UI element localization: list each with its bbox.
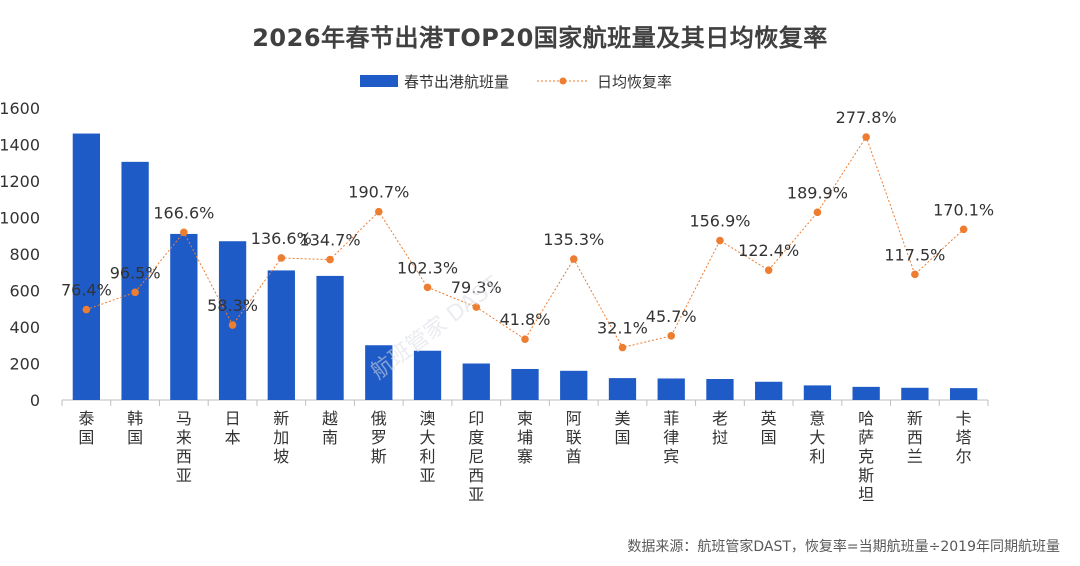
bar-韩国 <box>121 161 149 400</box>
y-tick-label: 200 <box>9 355 40 374</box>
rate-point <box>228 321 237 329</box>
x-tick-label: 澳大利亚 <box>420 409 436 485</box>
rate-point <box>764 266 773 274</box>
y-tick-label: 600 <box>9 282 40 301</box>
rate-point <box>374 207 383 216</box>
rate-point <box>569 255 578 263</box>
rate-data-label: 190.7% <box>348 183 409 202</box>
bar-新西兰 <box>901 387 929 400</box>
rate-data-label: 170.1% <box>933 200 994 219</box>
chart-legend: 春节出港航班量 日均恢复率 <box>360 70 698 92</box>
chart-title: 2026年春节出港TOP20国家航班量及其日均恢复率 <box>252 24 828 52</box>
legend-bar-label: 春节出港航班量 <box>404 72 510 91</box>
rate-data-label: 122.4% <box>738 241 799 260</box>
rate-point <box>959 225 968 234</box>
rate-data-label: 45.7% <box>646 307 697 326</box>
rate-data-label: 277.8% <box>836 108 897 127</box>
rate-data-label: 96.5% <box>110 263 161 282</box>
x-tick-label: 印度尼西亚 <box>468 409 484 504</box>
rate-data-label: 76.4% <box>61 281 112 300</box>
y-tick-label: 800 <box>9 245 40 264</box>
bar-卡塔尔 <box>949 388 978 400</box>
legend-line-label: 日均恢复率 <box>597 72 673 91</box>
legend-item-line: 日均恢复率 <box>535 71 672 92</box>
rate-point <box>521 335 529 343</box>
bar-泰国 <box>72 133 101 401</box>
bar-哈萨克斯坦 <box>852 386 880 400</box>
x-tick-label: 越南 <box>322 409 338 447</box>
bar-阿联酋 <box>560 370 588 400</box>
x-tick-label: 俄罗斯 <box>371 409 387 466</box>
x-tick-label: 英国 <box>761 409 777 447</box>
rate-point <box>618 343 627 352</box>
rate-point <box>862 133 870 141</box>
rate-data-label: 156.9% <box>689 212 750 231</box>
rate-point <box>667 332 676 340</box>
x-tick-label: 马来西亚 <box>176 409 192 485</box>
x-tick-label: 新加坡 <box>273 409 289 466</box>
rate-data-label: 79.3% <box>451 278 502 297</box>
rate-point <box>277 254 286 262</box>
legend-line-swatch <box>537 77 590 85</box>
y-tick-label: 1000 <box>0 209 40 228</box>
rate-point <box>326 255 334 264</box>
y-tick-label: 400 <box>9 318 40 337</box>
bar-俄罗斯 <box>365 345 393 400</box>
rate-data-label: 135.3% <box>543 230 604 249</box>
bar-老挝 <box>706 379 734 400</box>
rate-point <box>813 208 822 217</box>
bar-柬埔寨 <box>511 368 539 400</box>
bar-日本 <box>218 241 247 400</box>
rate-data-label: 134.7% <box>300 231 361 250</box>
x-tick-label: 泰国 <box>78 409 94 447</box>
legend-item-bar: 春节出港航班量 <box>360 71 509 92</box>
y-tick-label: 0 <box>30 391 40 410</box>
bar-意大利 <box>803 385 832 400</box>
x-tick-label: 卡塔尔 <box>956 409 972 466</box>
bar-马来西亚 <box>170 233 198 400</box>
rate-point <box>82 305 91 314</box>
rate-point <box>911 270 919 279</box>
bar-菲律宾 <box>657 378 685 400</box>
y-tick-label: 1200 <box>0 172 40 191</box>
x-tick-label: 日本 <box>225 409 241 447</box>
y-tick-label: 1400 <box>0 136 40 155</box>
bar-美国 <box>608 378 637 400</box>
x-tick-label: 阿联酋 <box>566 409 582 466</box>
x-tick-label: 菲律宾 <box>663 409 679 466</box>
x-tick-label: 新西兰 <box>907 409 923 466</box>
source-footnote: 数据来源：航班管家DAST，恢复率=当期航班量÷2019年同期航班量 <box>627 539 1060 555</box>
legend-bar-swatch <box>360 75 398 87</box>
x-tick-label: 柬埔寨 <box>517 409 533 466</box>
rate-point <box>180 228 188 237</box>
rate-data-label: 58.3% <box>207 296 258 315</box>
bar-英国 <box>755 381 783 400</box>
rate-data-label: 32.1% <box>597 319 648 338</box>
x-tick-label: 意大利 <box>809 409 825 466</box>
y-tick-label: 1600 <box>0 99 40 118</box>
rate-data-label: 166.6% <box>153 203 214 222</box>
bar-越南 <box>316 275 344 400</box>
rate-point <box>423 283 432 292</box>
x-tick-label: 哈萨克斯坦 <box>858 409 874 504</box>
x-tick-label: 韩国 <box>127 409 143 447</box>
rate-point <box>131 288 139 297</box>
bar-澳大利亚 <box>413 350 442 400</box>
rate-data-label: 189.9% <box>787 183 848 202</box>
rate-point <box>472 303 481 311</box>
rate-data-label: 136.6% <box>251 229 312 248</box>
x-tick-label: 美国 <box>614 409 630 447</box>
bar-新加坡 <box>267 270 295 400</box>
rate-data-label: 117.5% <box>884 245 945 264</box>
rate-data-label: 102.3% <box>397 258 458 277</box>
rate-point <box>716 236 724 245</box>
bar-印度尼西亚 <box>462 363 490 400</box>
x-tick-label: 老挝 <box>712 409 728 447</box>
rate-data-label: 41.8% <box>500 310 551 329</box>
